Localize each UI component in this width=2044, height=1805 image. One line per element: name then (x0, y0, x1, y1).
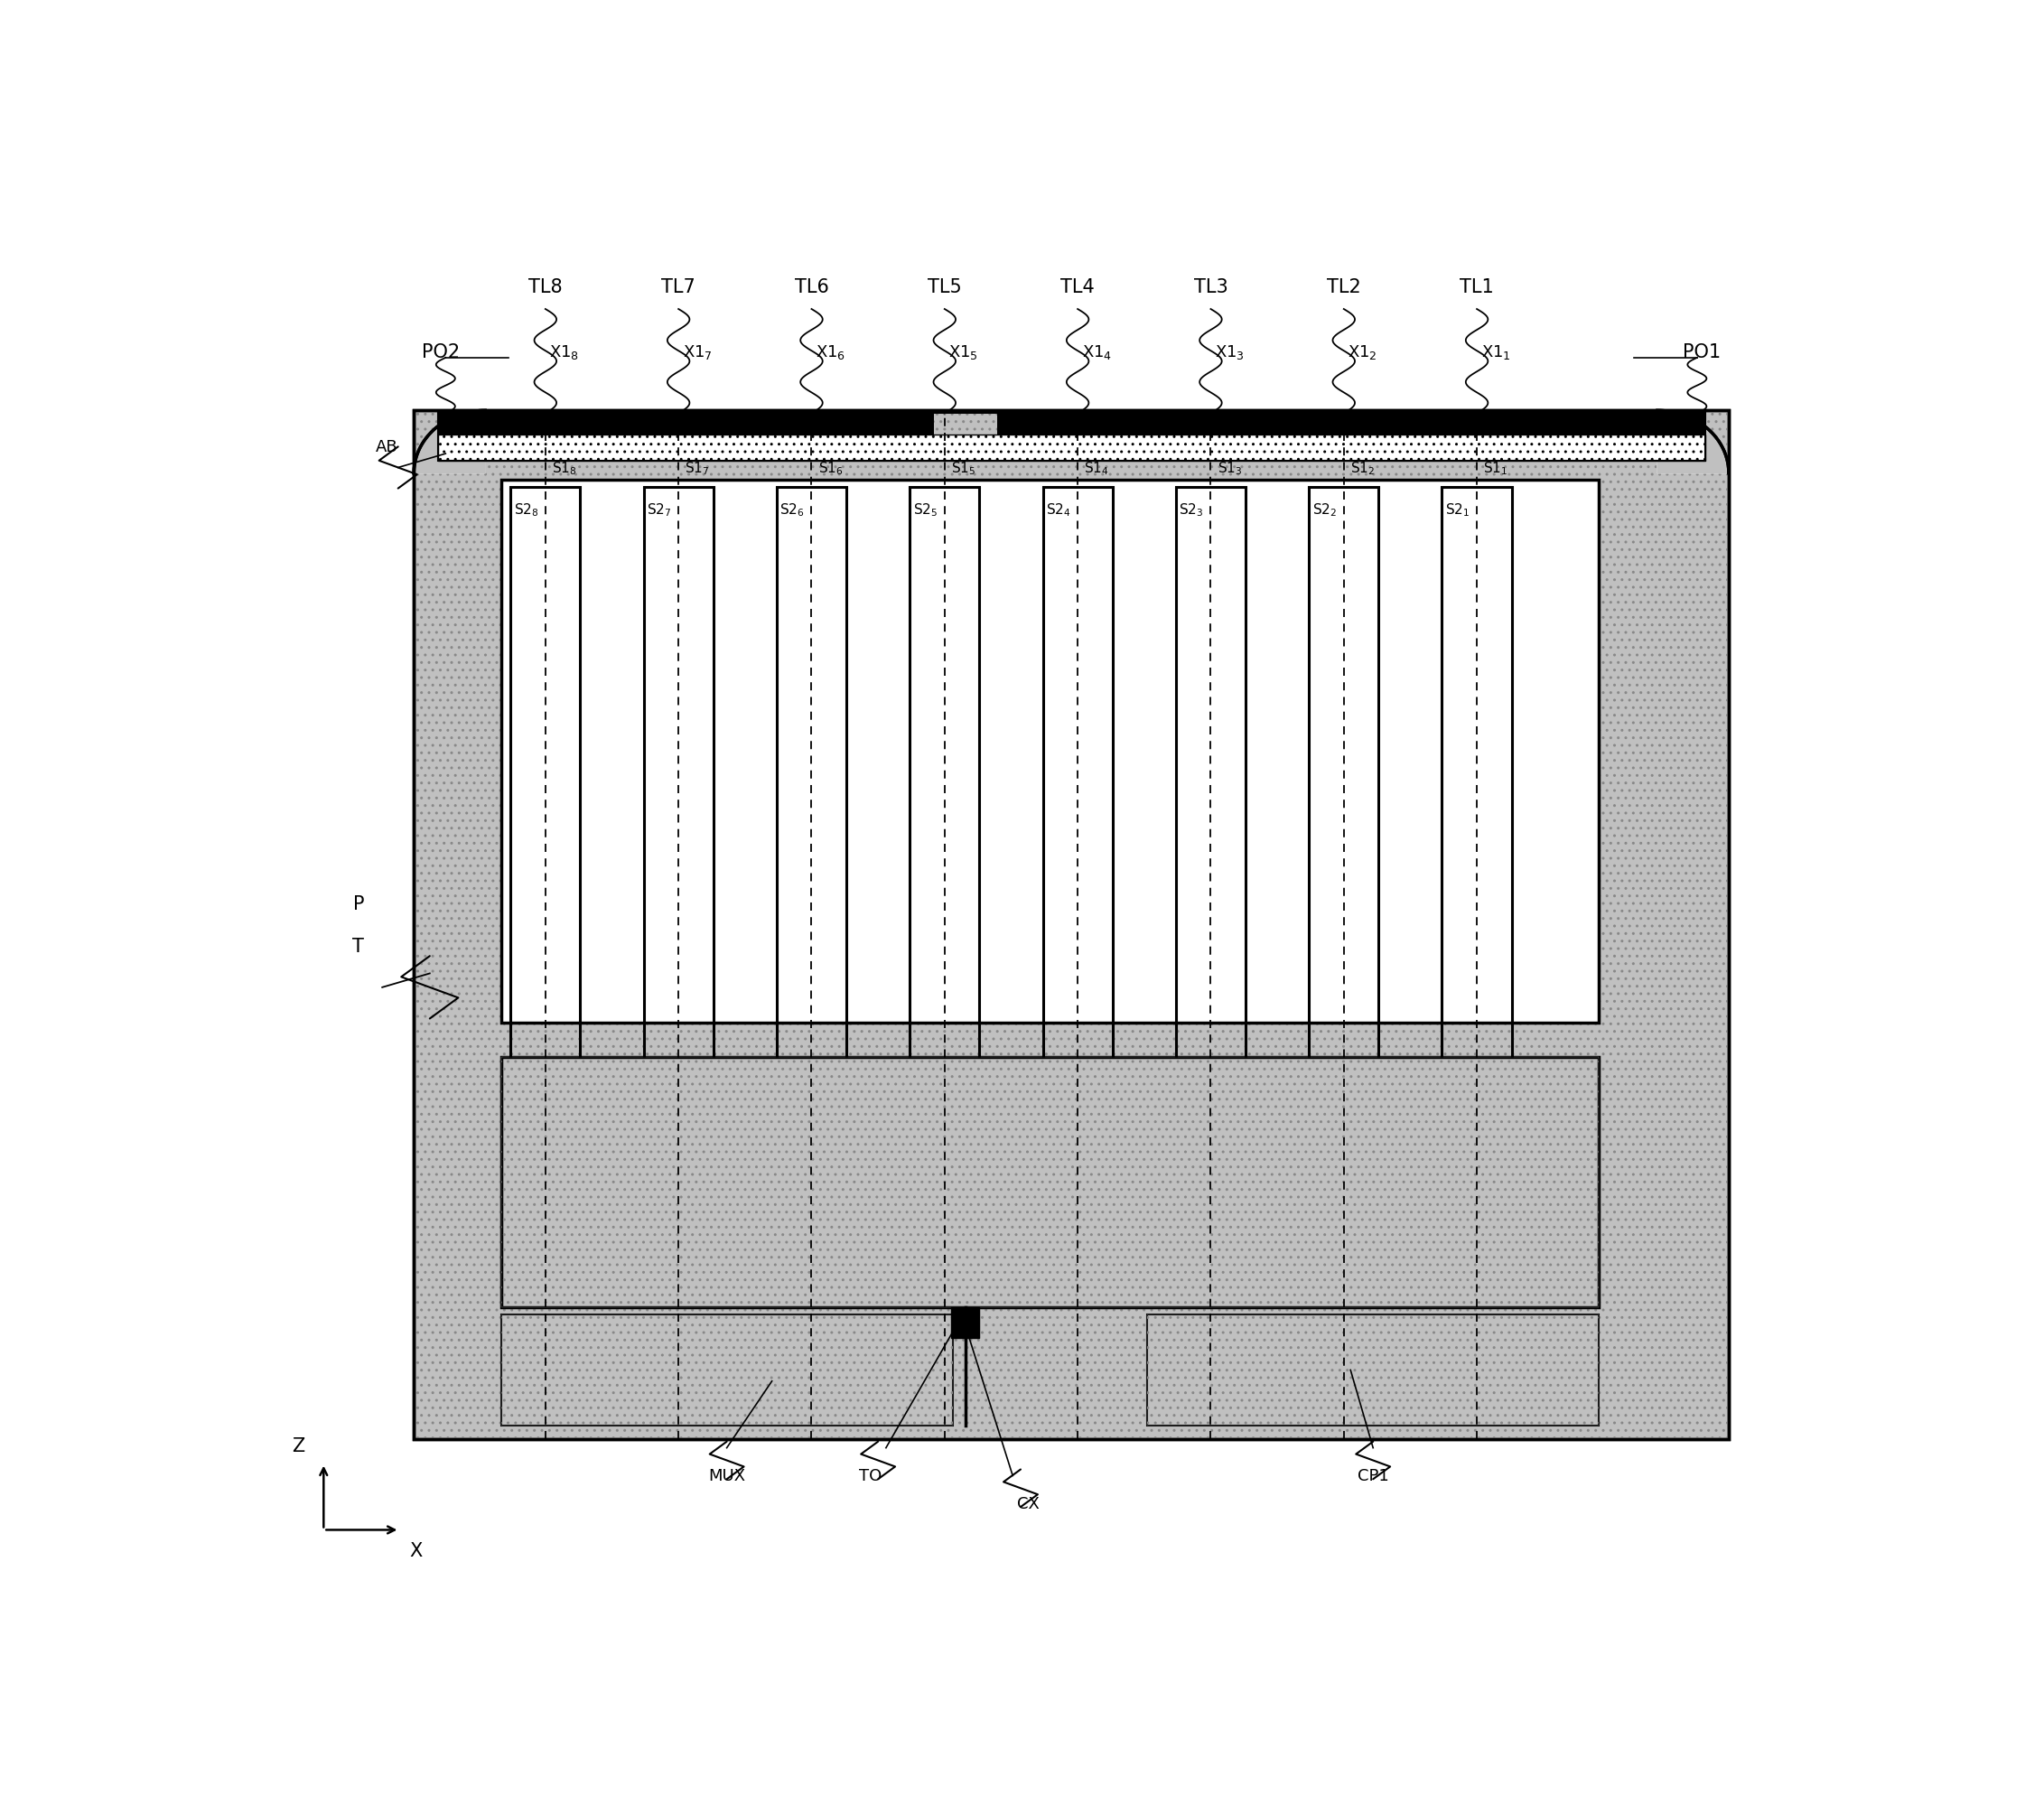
Text: X1$_{6}$: X1$_{6}$ (816, 343, 846, 361)
Text: S1$_{6}$: S1$_{6}$ (818, 460, 842, 477)
Text: X1$_{5}$: X1$_{5}$ (948, 343, 979, 361)
Text: S2$_{4}$: S2$_{4}$ (1047, 502, 1071, 518)
Text: S1$_{2}$: S1$_{2}$ (1351, 460, 1376, 477)
Text: TL8: TL8 (529, 278, 562, 296)
Text: PO1: PO1 (1682, 343, 1721, 361)
Text: TL6: TL6 (795, 278, 828, 296)
Text: S1$_{7}$: S1$_{7}$ (685, 460, 709, 477)
Text: P: P (354, 895, 364, 913)
Bar (437, 413, 1705, 462)
Text: X1$_{2}$: X1$_{2}$ (1347, 343, 1378, 361)
Text: S2$_{6}$: S2$_{6}$ (781, 502, 805, 518)
Text: S2$_{7}$: S2$_{7}$ (646, 502, 672, 518)
Bar (415, 412, 1729, 1440)
Text: CP1: CP1 (1357, 1467, 1388, 1484)
Text: X: X (409, 1541, 421, 1560)
Text: X1$_{3}$: X1$_{3}$ (1214, 343, 1245, 361)
Polygon shape (1658, 412, 1729, 473)
Bar (501, 1314, 953, 1426)
Polygon shape (1658, 412, 1729, 473)
Bar (437, 413, 934, 435)
Text: S1$_{1}$: S1$_{1}$ (1484, 460, 1508, 477)
Text: S1$_{8}$: S1$_{8}$ (552, 460, 576, 477)
Text: TL5: TL5 (928, 278, 961, 296)
Bar (1147, 1314, 1598, 1426)
Text: CX: CX (1018, 1495, 1040, 1511)
Text: TL1: TL1 (1459, 278, 1494, 296)
Bar (437, 435, 1705, 462)
Text: S2$_{8}$: S2$_{8}$ (513, 502, 538, 518)
Text: PO2: PO2 (421, 343, 460, 361)
Bar (415, 412, 1729, 1440)
Text: S2$_{3}$: S2$_{3}$ (1179, 502, 1204, 518)
Bar (950, 1307, 979, 1338)
Bar (501, 480, 1598, 1023)
Polygon shape (415, 412, 484, 473)
Bar (997, 413, 1705, 435)
Text: S2$_{2}$: S2$_{2}$ (1312, 502, 1337, 518)
Text: TL7: TL7 (662, 278, 695, 296)
Text: S1$_{3}$: S1$_{3}$ (1218, 460, 1243, 477)
Text: X1$_{8}$: X1$_{8}$ (550, 343, 578, 361)
Text: AB: AB (376, 439, 399, 455)
Text: S1$_{4}$: S1$_{4}$ (1083, 460, 1110, 477)
Text: Z: Z (292, 1437, 305, 1455)
Text: MUX: MUX (707, 1467, 746, 1484)
Text: TL3: TL3 (1194, 278, 1228, 296)
Text: TL2: TL2 (1327, 278, 1361, 296)
Bar (1147, 1314, 1598, 1426)
Polygon shape (415, 412, 484, 473)
Text: TL4: TL4 (1061, 278, 1096, 296)
Text: X1$_{7}$: X1$_{7}$ (683, 343, 711, 361)
Text: S2$_{1}$: S2$_{1}$ (1445, 502, 1470, 518)
Text: X1$_{1}$: X1$_{1}$ (1482, 343, 1511, 361)
Bar (501, 1058, 1598, 1307)
Bar (501, 1314, 953, 1426)
Bar (415, 412, 1729, 1440)
Text: S2$_{5}$: S2$_{5}$ (914, 502, 938, 518)
Bar (501, 1058, 1598, 1307)
Text: S1$_{5}$: S1$_{5}$ (950, 460, 975, 477)
Text: X1$_{4}$: X1$_{4}$ (1081, 343, 1112, 361)
Text: T: T (354, 937, 364, 955)
Text: TO: TO (858, 1467, 881, 1484)
